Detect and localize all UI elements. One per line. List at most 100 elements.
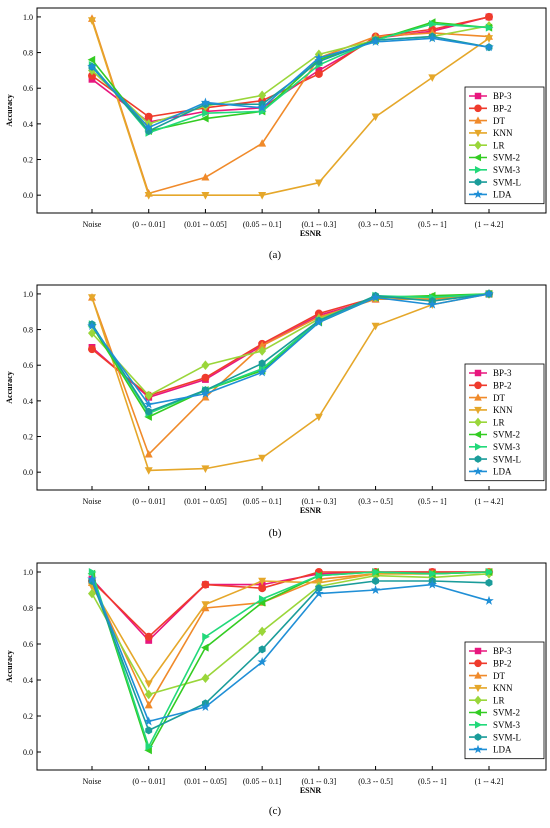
- panel-c-x-tick-label: (0.01 -- 0.05]: [184, 777, 227, 786]
- panel-b-x-tick-label: Noise: [83, 497, 102, 506]
- panel-b-point-dt: [258, 341, 267, 349]
- panel-a-legend-label-svm-2: SVM-2: [493, 153, 520, 163]
- panel-a-point-bp-2: [485, 12, 493, 21]
- panel-c-legend-marker-bp-2: [474, 659, 482, 668]
- panel-a-legend-marker-lda: [473, 189, 483, 199]
- panel-c-point-svm-l: [258, 645, 266, 654]
- panel-c-y-tick-label: 0.8: [23, 604, 33, 613]
- panel-c-point-lr: [201, 673, 210, 683]
- panel-a-y-axis-title: Accuracy: [5, 94, 14, 126]
- panel-a-point-lda: [87, 61, 97, 71]
- panel-a-point-lda: [370, 36, 381, 46]
- panel-b-legend-marker-lr: [474, 417, 482, 427]
- panel-c-legend: BP-3 BP-2 DT KNN LR SVM-2 SVM-3 SVM-L LDA: [464, 641, 545, 760]
- panel-c-point-svm-3: [258, 595, 267, 603]
- panel-a-x-tick-label: (0.1 -- 0.3]: [302, 220, 337, 229]
- panel-c-legend-label-lda: LDA: [493, 745, 512, 755]
- panel-c-series-lda: [87, 574, 494, 726]
- panel-c-point-svm-l: [372, 577, 380, 585]
- panel-b-point-svm-l: [258, 359, 266, 368]
- panel-c-point-knn: [258, 577, 267, 586]
- panel-a-legend-marker-knn: [474, 129, 482, 138]
- panel-c-point-svm-3: [372, 568, 380, 576]
- panel-b-caption: (b): [269, 527, 282, 539]
- panel-a-x-axis-title: ESNR: [300, 229, 322, 238]
- panel-b-point-lda: [143, 399, 154, 409]
- panel-a-point-dt: [258, 139, 267, 147]
- panel-a-legend-label-svm-l: SVM-L: [493, 177, 521, 187]
- panel-b-y-tick-label: 0.8: [23, 326, 33, 335]
- panel-b-legend-label-lda: LDA: [493, 467, 512, 477]
- panel-a-point-svm-3: [202, 109, 210, 118]
- panel-c-series-svm-l: [88, 577, 493, 735]
- panel-c-legend-marker-svm-3: [474, 721, 483, 729]
- panel-a-point-lda: [484, 42, 494, 52]
- panel-c-point-lda: [484, 595, 494, 605]
- panel-a-point-lda: [314, 52, 324, 62]
- panel-c-legend-label-knn: KNN: [493, 683, 513, 693]
- panel-c-series-svm-3: [88, 568, 494, 751]
- panel-c-point-lda: [200, 702, 211, 712]
- panel-c-point-bp-2: [144, 632, 153, 641]
- panel-b-legend-marker-svm-l: [474, 455, 482, 463]
- panel-a-point-lda: [143, 122, 154, 132]
- panel-b-x-tick-label: (1 -- 4.2]: [475, 497, 504, 506]
- panel-a-y-tick-label: 0.8: [23, 49, 33, 58]
- panel-c-line-svm-2: [91, 571, 490, 752]
- panel-c-point-knn: [201, 601, 210, 609]
- panel-c-line-lr: [91, 573, 490, 696]
- panel-c-point-lr: [88, 588, 96, 599]
- panel-a-y-tick-label: 1.0: [23, 13, 33, 22]
- panel-a-x-tick-label: (0 -- 0.01]: [132, 220, 165, 229]
- panel-b-x-tick-label: (0.01 -- 0.05]: [184, 497, 227, 506]
- panel-c-line-svm-l: [91, 580, 490, 732]
- panel-c-series-svm-2: [87, 568, 493, 755]
- panel-b-point-dt: [201, 392, 210, 401]
- panel-c-legend-marker-svm-l: [474, 733, 482, 741]
- panel-a-point-svm-2: [201, 114, 209, 123]
- panel-c-caption: (c): [269, 805, 282, 817]
- panel-c-point-svm-3: [485, 568, 494, 576]
- panel-a-x-tick-label: Noise: [83, 220, 102, 229]
- panel-c-x-tick-label: (0.1 -- 0.3]: [302, 777, 337, 786]
- panel-c-point-lda: [370, 585, 381, 595]
- panel-c-y-tick-label: 0.0: [23, 748, 33, 757]
- panel-c-point-svm-l: [145, 726, 153, 735]
- panel-c-legend-marker-bp-3: [474, 647, 482, 655]
- panel-b-legend-marker-lda: [473, 466, 483, 476]
- panel-c-legend-marker-knn: [474, 684, 482, 693]
- panel-c-legend-label-svm-l: SVM-L: [493, 732, 521, 742]
- panel-c-legend-label-bp-2: BP-2: [493, 659, 512, 669]
- panel-c-point-knn: [144, 680, 153, 688]
- panel-a-plot-frame: [36, 7, 547, 214]
- panel-a-legend-label-svm-3: SVM-3: [493, 165, 521, 175]
- panel-c-y-tick-label: 0.2: [23, 712, 33, 721]
- panel-a-point-knn: [371, 113, 380, 122]
- panel-c-point-lda: [314, 588, 324, 598]
- panel-c-point-lda: [143, 716, 154, 726]
- panel-b-point-svm-l: [145, 407, 153, 416]
- panel-b-y-tick-label: 0.4: [23, 397, 33, 406]
- panel-a-point-bp-2: [144, 112, 153, 121]
- panel-a-point-knn: [201, 191, 210, 200]
- panel-c-x-axis-title: ESNR: [300, 786, 322, 795]
- panel-c-x-tick-label: (1 -- 4.2]: [475, 777, 504, 786]
- panel-a-x-tick-label: (0.05 -- 0.1]: [243, 220, 282, 229]
- panel-b-point-bp-2: [201, 373, 210, 382]
- panel-c-point-lda: [257, 657, 267, 667]
- panel-a-line-dt: [91, 18, 490, 195]
- panel-c-x-tick-label: (0.3 -- 0.5]: [358, 777, 393, 786]
- panel-a-legend-marker-bp-2: [474, 104, 482, 113]
- panel-c-point-svm-2: [201, 643, 209, 652]
- panel-a-point-lr: [258, 90, 267, 101]
- panel-b-y-tick-label: 1.0: [23, 290, 33, 299]
- panel-a-legend-marker-svm-2: [473, 153, 482, 162]
- panel-b-legend-marker-svm-3: [474, 443, 483, 451]
- panel-a-x-tick-label: (1 -- 4.2]: [475, 220, 504, 229]
- panel-b-y-tick-label: 0.6: [23, 361, 33, 370]
- panel-b-legend-label-bp-2: BP-2: [493, 381, 512, 391]
- panel-a-point-svm-3: [429, 20, 437, 29]
- panel-c-point-svm-l: [315, 584, 323, 593]
- panel-a-point-lda: [427, 33, 438, 43]
- panel-b-point-lr: [201, 360, 210, 371]
